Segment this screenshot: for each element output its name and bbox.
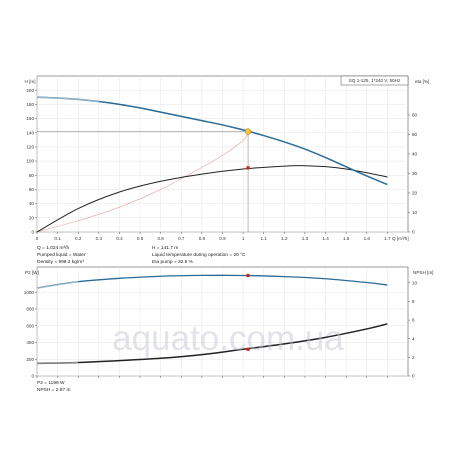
eta-duty-marker <box>246 166 250 170</box>
top-y2-tick-label: 60 <box>412 113 418 118</box>
top-x-tick-label: 1 <box>242 236 245 241</box>
top-y-tick-label: 40 <box>29 201 35 206</box>
annotation-npsh: NPSH = 2.87 m <box>37 387 70 393</box>
top-y2-tick-label: 30 <box>412 171 418 176</box>
top-x-tick-label: 0 <box>36 236 39 241</box>
top-x-tick-label: 1.5 <box>343 236 350 241</box>
series-eta-pump-line <box>36 165 388 233</box>
chart-title-box <box>340 75 409 86</box>
top-ylabel: H [m] <box>25 79 36 84</box>
low-flow-fade <box>36 361 79 364</box>
top-y-tick-label: 120 <box>26 145 34 150</box>
bottom-y2-tick-label: 6 <box>412 318 415 323</box>
annotation-eta: Eta pump = 32.9 % <box>152 259 194 265</box>
top-x-tick-label: 0.7 <box>178 236 185 241</box>
p2-duty-marker <box>246 273 250 278</box>
top-y-tick-label: 60 <box>29 187 35 192</box>
top-x-tick-label: 0.2 <box>75 236 82 241</box>
bottom-y-tick-label: 1000 <box>24 290 35 295</box>
top-y-tick-label: 140 <box>26 130 34 135</box>
top-x-tick-label: 0.6 <box>157 236 164 241</box>
top-y-tick-label: 180 <box>26 102 34 107</box>
top-ticks: 0 0.1 0.2 0.3 0.4 0.5 0.6 0.7 0.8 0.9 1 1.1 1.2 1.3 1.… <box>26 88 417 241</box>
top-operating-point <box>37 128 252 232</box>
top-x-tick-label: 0.8 <box>199 236 206 241</box>
duty-point-marker <box>244 128 252 135</box>
series-npsh-line <box>36 323 388 365</box>
top-y2label: eta [%] <box>415 79 429 84</box>
annotation-q: Q = 1.024 m³/h <box>37 245 69 251</box>
top-grid <box>36 76 408 233</box>
top-x-tick-label: 0.3 <box>96 236 103 241</box>
top-x-tick-label: 0.1 <box>54 236 61 241</box>
top-y-tick-label: 100 <box>26 159 34 164</box>
top-x-tick-label: 0.9 <box>219 236 226 241</box>
bottom-ylabel: P2 [W] <box>25 270 39 275</box>
bottom-y2-tick-label: 4 <box>412 336 415 341</box>
annotation-h: H = 141.7 m <box>152 245 178 251</box>
annotation-temperature: Liquid temperature during operation = 20… <box>152 252 246 258</box>
bottom-y-tick-label: 800 <box>26 307 34 312</box>
bottom-y2-tick-label: 8 <box>412 299 415 304</box>
top-x-tick-label: 1.4 <box>322 236 329 241</box>
bottom-ticks: 0 200 400 600 800 1000 0 2 4 6 8 10 <box>24 280 418 378</box>
top-y2-tick-label: 10 <box>412 210 418 215</box>
bottom-y2-tick-label: 2 <box>412 355 415 360</box>
bottom-plot: 0 200 400 600 800 1000 0 2 4 6 8 10 P2 [W] NPSH [m] <box>24 266 433 379</box>
bottom-annotations: P2 = 1199 W NPSH = 2.87 m <box>37 380 70 393</box>
bottom-series <box>36 274 388 365</box>
top-x-tick-label: 1.1 <box>261 236 268 241</box>
top-x-tick-label: 1.7 <box>384 236 391 241</box>
top-x-tick-label: 1.2 <box>281 236 288 241</box>
h-curve-low-flow-fade <box>36 96 99 103</box>
top-x-tick-label: 1.6 <box>364 236 371 241</box>
bottom-y-tick-label: 600 <box>26 323 34 328</box>
series-h-line <box>36 96 388 186</box>
annotation-density: Density = 998.2 kg/m³ <box>37 259 84 265</box>
series-system-curve-line <box>36 131 249 233</box>
top-annotations: Q = 1.024 m³/h Pumped liquid = Water Den… <box>37 245 246 265</box>
npsh-duty-marker <box>246 347 250 351</box>
top-y2-tick-label: 20 <box>412 191 418 196</box>
bottom-y2label: NPSH [m] <box>413 270 433 275</box>
watermark: aquato.com.ua <box>112 319 344 358</box>
top-x-tick-label: 0.4 <box>116 236 123 241</box>
top-y-tick-label: 0 <box>31 230 34 235</box>
top-y-tick-label: 160 <box>26 116 34 121</box>
low-flow-fade <box>36 281 79 289</box>
bottom-operating-point <box>246 273 250 351</box>
top-y-tick-label: 20 <box>29 215 35 220</box>
annotation-p2: P2 = 1199 W <box>37 380 65 386</box>
top-y2-tick-label: 0 <box>412 230 415 235</box>
top-x-tick-label: 0.5 <box>137 236 144 241</box>
bottom-y2-tick-label: 10 <box>412 280 418 285</box>
top-y2-tick-label: 50 <box>412 132 418 137</box>
annotation-liquid: Pumped liquid = Water <box>37 252 86 258</box>
top-y-tick-label: 200 <box>26 88 34 93</box>
bottom-y-tick-label: 200 <box>26 357 34 362</box>
chart-title: SQ 1-125, 1*240 V, 50Hz <box>349 78 401 83</box>
bottom-y2-tick-label: 0 <box>412 374 415 379</box>
bottom-y-tick-label: 0 <box>31 374 34 379</box>
top-x-tick-label: 1.3 <box>302 236 309 241</box>
series-p2-line <box>36 274 388 289</box>
top-series <box>36 96 388 233</box>
top-y-tick-label: 80 <box>29 173 35 178</box>
bottom-y-tick-label: 400 <box>26 340 34 345</box>
top-xlabel: Q [m³/h] <box>392 236 409 241</box>
top-y2-tick-label: 40 <box>412 152 418 157</box>
top-plot: 0 0.1 0.2 0.3 0.4 0.5 0.6 0.7 0.8 0.9 1 1.1 1.2 1.3 1.… <box>25 75 429 241</box>
